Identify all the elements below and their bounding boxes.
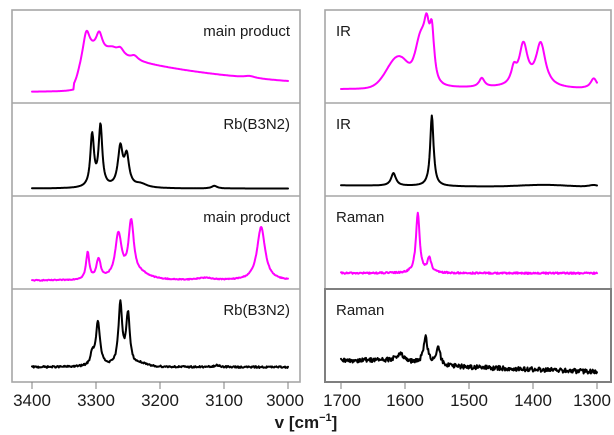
trace-right-raman-2 [340, 334, 598, 375]
x-axis-title-main: v [cm [275, 413, 319, 432]
trace-left-rb-b3n2-2 [31, 299, 289, 369]
ticklabel-right-1400: 1400 [514, 391, 552, 410]
trace-right-ir-1 [340, 12, 598, 90]
trace-left-main-product-1 [31, 29, 289, 93]
panel-label-left-1: main product [203, 23, 291, 40]
panel-label-right-4: Raman [336, 302, 384, 319]
ticklabel-right-1700: 1700 [323, 391, 361, 410]
panel-label-left-4: Rb(B3N2) [223, 302, 290, 319]
x-axis-title-end: ] [332, 413, 338, 432]
ticklabel-left-3200: 3200 [141, 391, 179, 410]
ticklabel-right-1600: 1600 [386, 391, 424, 410]
panel-label-right-3: Raman [336, 209, 384, 226]
ticklabel-right-1500: 1500 [450, 391, 488, 410]
ticklabel-left-3100: 3100 [205, 391, 243, 410]
x-axis-title-superscript: −1 [319, 412, 332, 424]
panel-label-right-2: IR [336, 116, 351, 133]
ticklabel-left-3400: 3400 [13, 391, 51, 410]
panel-label-right-1: IR [336, 23, 351, 40]
ticklabel-right-1300: 1300 [573, 391, 611, 410]
ticklabel-left-3000: 3000 [266, 391, 304, 410]
ticklabel-left-3300: 3300 [77, 391, 115, 410]
x-axis-title: v [cm−1] [275, 412, 338, 432]
trace-left-rb-b3n2-1 [31, 122, 289, 190]
panel-label-left-2: Rb(B3N2) [223, 116, 290, 133]
trace-right-ir-2 [340, 114, 598, 188]
trace-right-raman-1 [340, 211, 598, 275]
trace-left-main-product-2 [31, 218, 289, 282]
panel-label-left-3: main product [203, 209, 291, 226]
